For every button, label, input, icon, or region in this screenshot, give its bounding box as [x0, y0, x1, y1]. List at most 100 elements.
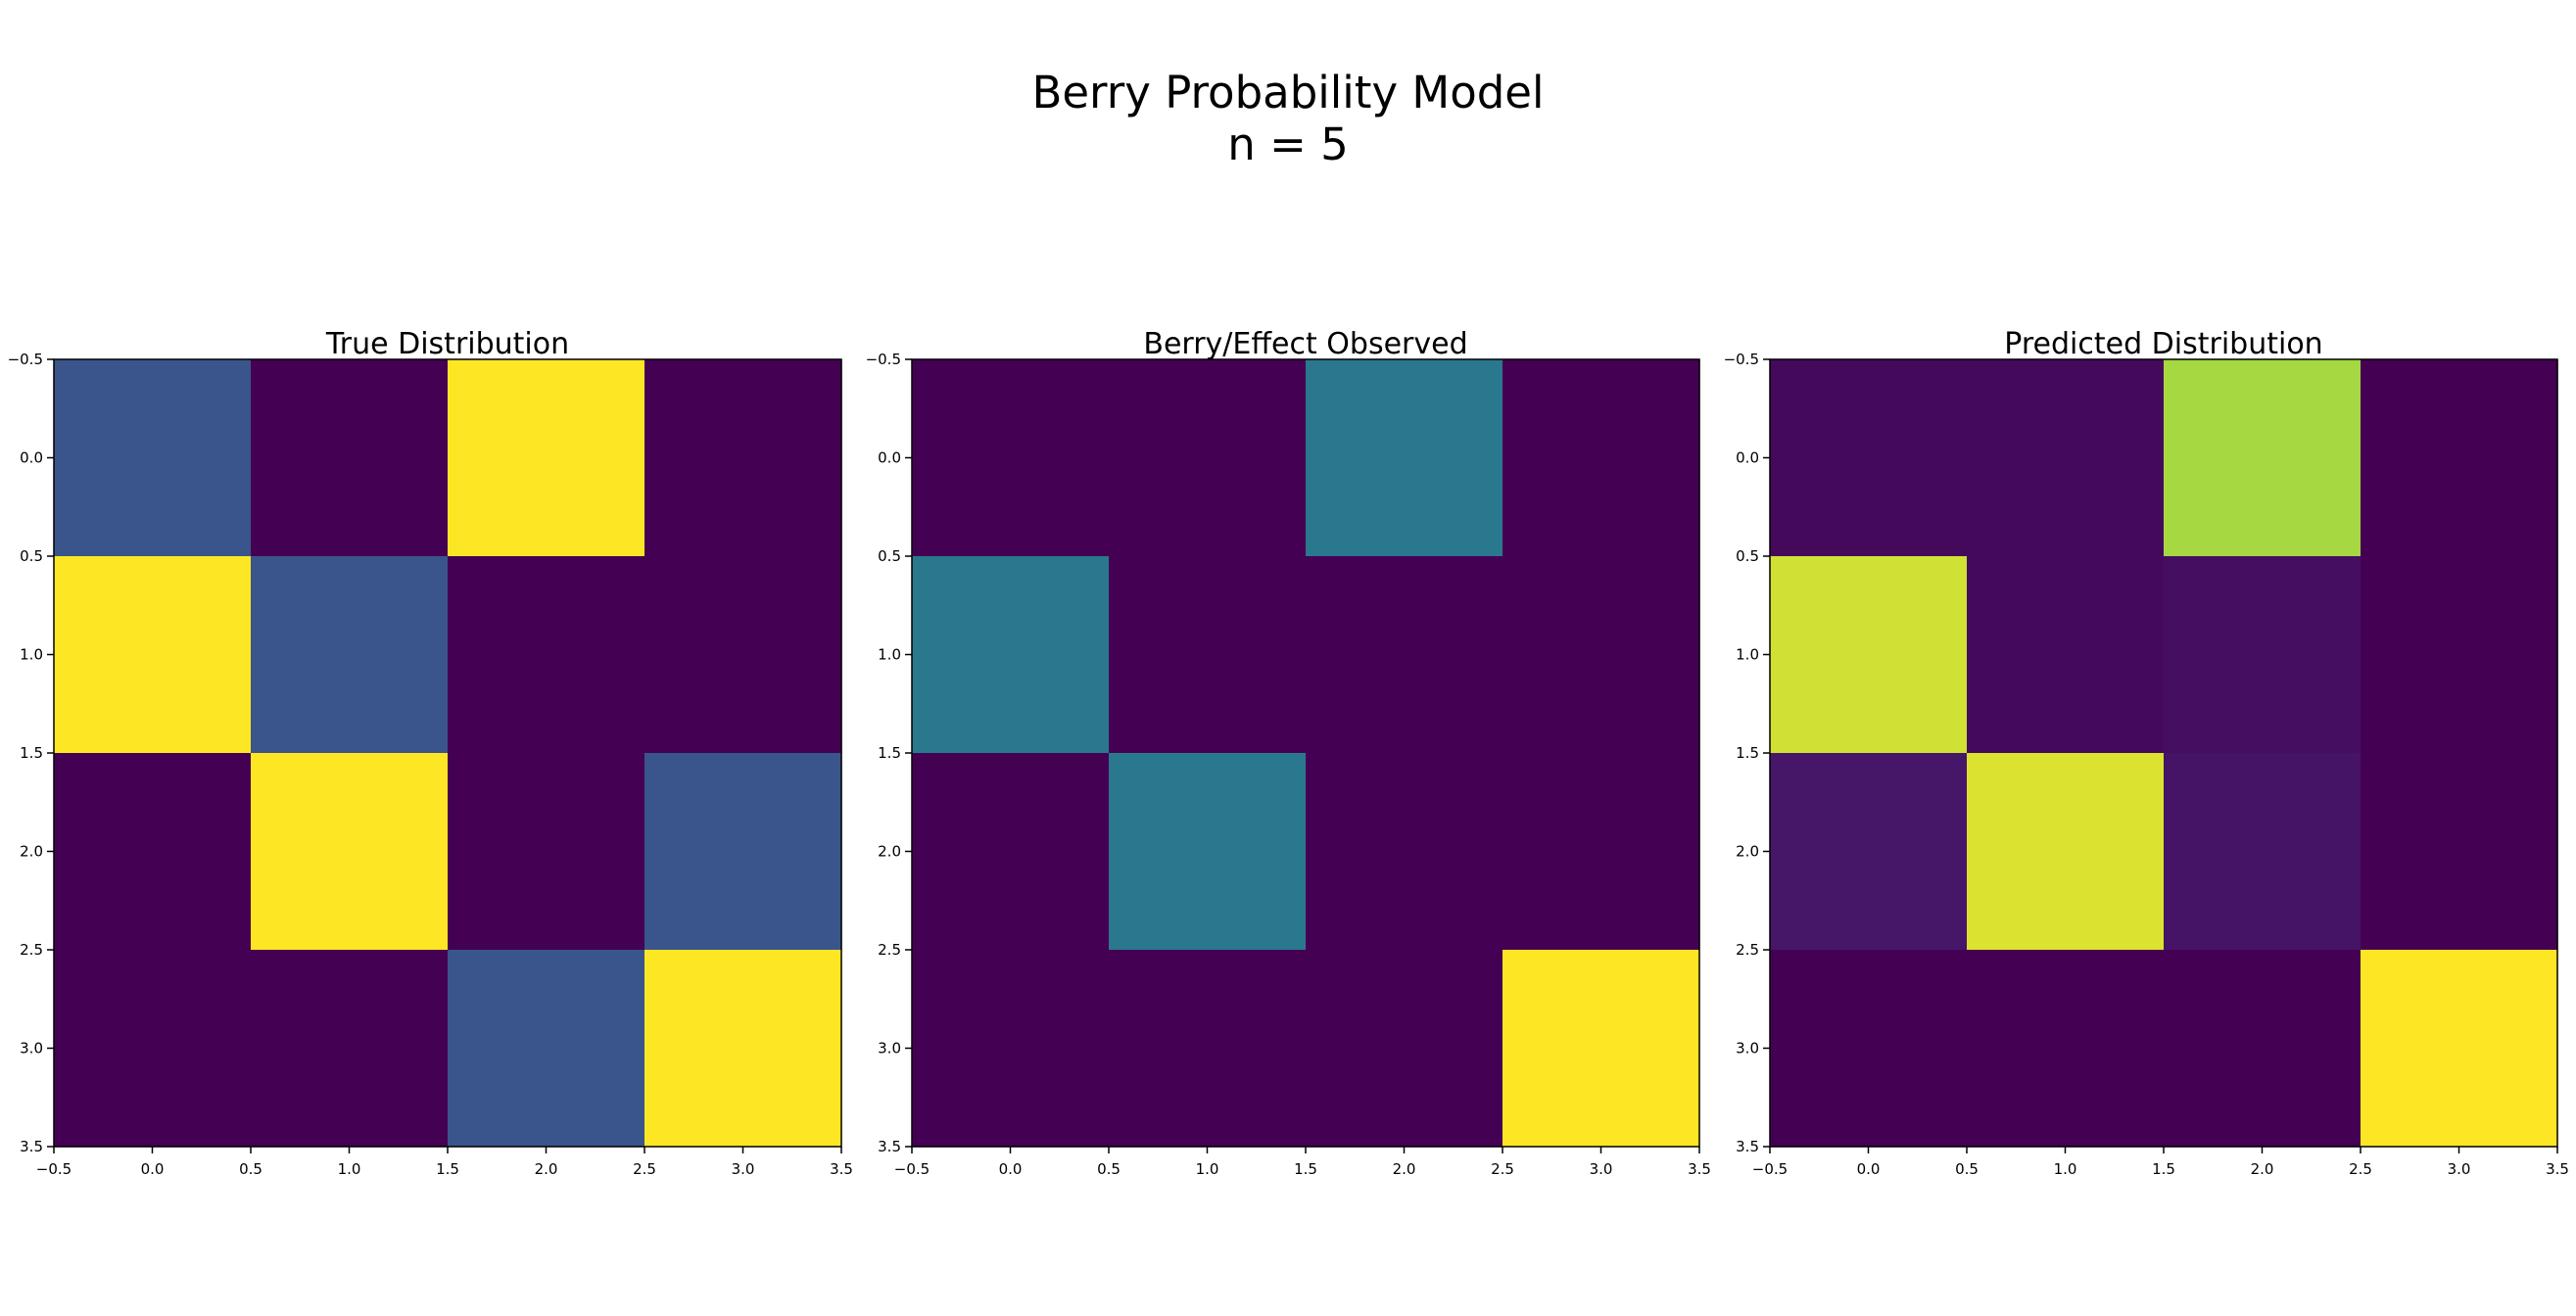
heatmap-cell-r1-c3 — [644, 556, 842, 754]
heatmap-cell-r2-c2 — [2164, 753, 2361, 951]
y-tick-label: −0.5 — [1724, 351, 1759, 368]
x-tick-label: 0.0 — [141, 1160, 165, 1178]
y-tick-label: 3.0 — [20, 1040, 43, 1058]
x-tick-label: 3.5 — [1688, 1160, 1711, 1178]
x-tick-label: 1.5 — [436, 1160, 459, 1178]
heatmap-panel-1: True Distribution −0.5 0.0 0.5 1.0 1.5 2.0 2.5 3… — [8, 327, 853, 1178]
heatmap-cell-r0-c0 — [1770, 359, 1968, 557]
x-tick-label: 1.0 — [338, 1160, 361, 1178]
heatmap-cell-r2-c2 — [448, 753, 645, 951]
y-tick-label: 1.0 — [1736, 646, 1759, 664]
x-tick-label: 3.0 — [1590, 1160, 1613, 1178]
heatmap-cell-r2-c0 — [54, 753, 252, 951]
heatmap-cell-r0-c1 — [251, 359, 449, 557]
x-tick-label: 1.5 — [1294, 1160, 1317, 1178]
x-tick-label: 0.0 — [1857, 1160, 1881, 1178]
heatmap-cell-r0-c0 — [912, 359, 1110, 557]
heatmap-cell-r1-c1 — [1109, 556, 1307, 754]
x-tick-label: 2.5 — [633, 1160, 656, 1178]
x-tick-label: −0.5 — [894, 1160, 930, 1178]
y-tick-label: 1.5 — [878, 744, 901, 762]
y-tick-label: 3.0 — [878, 1040, 901, 1058]
heatmap-cell-r3-c2 — [448, 950, 645, 1148]
x-tick-label: 2.5 — [1491, 1160, 1514, 1178]
heatmap-cell-r1-c3 — [1503, 556, 1700, 754]
x-tick-label: 1.5 — [2152, 1160, 2175, 1178]
x-tick-label: 2.5 — [2349, 1160, 2372, 1178]
y-tick-label: 0.5 — [878, 547, 901, 565]
heatmap-cell-r2-c0 — [912, 753, 1110, 951]
x-tick-label: 3.5 — [2546, 1160, 2569, 1178]
heatmap-cell-r0-c1 — [1109, 359, 1307, 557]
heatmap-cell-r2-c1 — [1967, 753, 2165, 951]
heatmap-cell-r2-c3 — [644, 753, 842, 951]
heatmap-cell-r2-c1 — [1109, 753, 1307, 951]
y-tick-label: 0.0 — [1736, 449, 1759, 467]
heatmap-cell-r1-c0 — [1770, 556, 1968, 754]
heatmap-cell-r0-c0 — [54, 359, 252, 557]
heatmap-cell-r1-c3 — [2361, 556, 2558, 754]
heatmap-cell-r0-c1 — [1967, 359, 2165, 557]
heatmap-panel-2: Berry/Effect Observed −0.5 0.0 0.5 1.0 1.5 2.0… — [866, 327, 1711, 1178]
y-tick-label: 2.5 — [1736, 941, 1759, 959]
x-tick-label: 2.0 — [1393, 1160, 1416, 1178]
heatmap-panel-3: Predicted Distribution −0.5 0.0 0.5 1.0 1.5 2.… — [1724, 327, 2569, 1178]
x-tick-label: −0.5 — [1752, 1160, 1788, 1178]
heatmap-cell-r1-c0 — [54, 556, 252, 754]
heatmap-cell-r2-c3 — [1503, 753, 1700, 951]
panel-title: Berry/Effect Observed — [1143, 327, 1467, 361]
figure-title-line-2: n = 5 — [1227, 118, 1349, 170]
heatmap-cell-r1-c2 — [1306, 556, 1503, 754]
y-tick-label: 1.5 — [20, 744, 43, 762]
heatmap-cell-r1-c0 — [912, 556, 1110, 754]
heatmap-cell-r0-c3 — [1503, 359, 1700, 557]
x-tick-label: 2.0 — [535, 1160, 558, 1178]
heatmap-cell-r1-c2 — [448, 556, 645, 754]
y-tick-label: 2.0 — [1736, 843, 1759, 861]
y-tick-label: 0.0 — [20, 449, 43, 467]
heatmap-cell-r2-c1 — [251, 753, 449, 951]
y-tick-label: −0.5 — [866, 351, 901, 368]
heatmap-cell-r2-c0 — [1770, 753, 1968, 951]
x-tick-label: 3.0 — [2448, 1160, 2471, 1178]
heatmap-cell-r3-c3 — [2361, 950, 2558, 1148]
heatmap-cell-r0-c3 — [644, 359, 842, 557]
y-tick-label: 1.5 — [1736, 744, 1759, 762]
y-tick-label: −0.5 — [8, 351, 43, 368]
figure-title: Berry Probability Model n = 5 — [0, 67, 2576, 170]
x-tick-label: 2.0 — [2251, 1160, 2274, 1178]
heatmap-cell-r2-c3 — [2361, 753, 2558, 951]
y-tick-label: 1.0 — [878, 646, 901, 664]
x-tick-label: 3.5 — [830, 1160, 853, 1178]
heatmap-cell-r1-c1 — [251, 556, 449, 754]
heatmap-cell-r0-c2 — [448, 359, 645, 557]
x-tick-label: 0.5 — [1097, 1160, 1121, 1178]
heatmap-cell-r0-c3 — [2361, 359, 2558, 557]
figure-title-line-1: Berry Probability Model — [1031, 67, 1545, 118]
y-tick-label: 0.0 — [878, 449, 901, 467]
y-tick-label: 0.5 — [20, 547, 43, 565]
y-tick-label: 3.5 — [878, 1138, 901, 1155]
y-tick-label: 2.5 — [20, 941, 43, 959]
heatmap-cell-r3-c2 — [1306, 950, 1503, 1148]
heatmap-cell-r1-c1 — [1967, 556, 2165, 754]
heatmap-cell-r3-c3 — [1503, 950, 1700, 1148]
y-tick-label: 3.0 — [1736, 1040, 1759, 1058]
x-tick-label: 0.5 — [239, 1160, 262, 1178]
x-tick-label: −0.5 — [36, 1160, 72, 1178]
y-tick-label: 1.0 — [20, 646, 43, 664]
heatmap-cell-r3-c1 — [1967, 950, 2165, 1148]
heatmap-cell-r1-c2 — [2164, 556, 2361, 754]
heatmap-cell-r3-c1 — [251, 950, 449, 1148]
heatmap-cell-r0-c2 — [1306, 359, 1503, 557]
heatmap-cell-r3-c3 — [644, 950, 842, 1148]
heatmap-cell-r3-c0 — [54, 950, 252, 1148]
y-tick-label: 2.0 — [20, 843, 43, 861]
x-tick-label: 0.5 — [1955, 1160, 1979, 1178]
heatmap-cell-r3-c1 — [1109, 950, 1307, 1148]
heatmap-cell-r3-c0 — [912, 950, 1110, 1148]
heatmap-cell-r3-c2 — [2164, 950, 2361, 1148]
heatmap-cell-r3-c0 — [1770, 950, 1968, 1148]
x-tick-label: 1.0 — [2054, 1160, 2077, 1178]
panel-title: True Distribution — [325, 327, 569, 361]
